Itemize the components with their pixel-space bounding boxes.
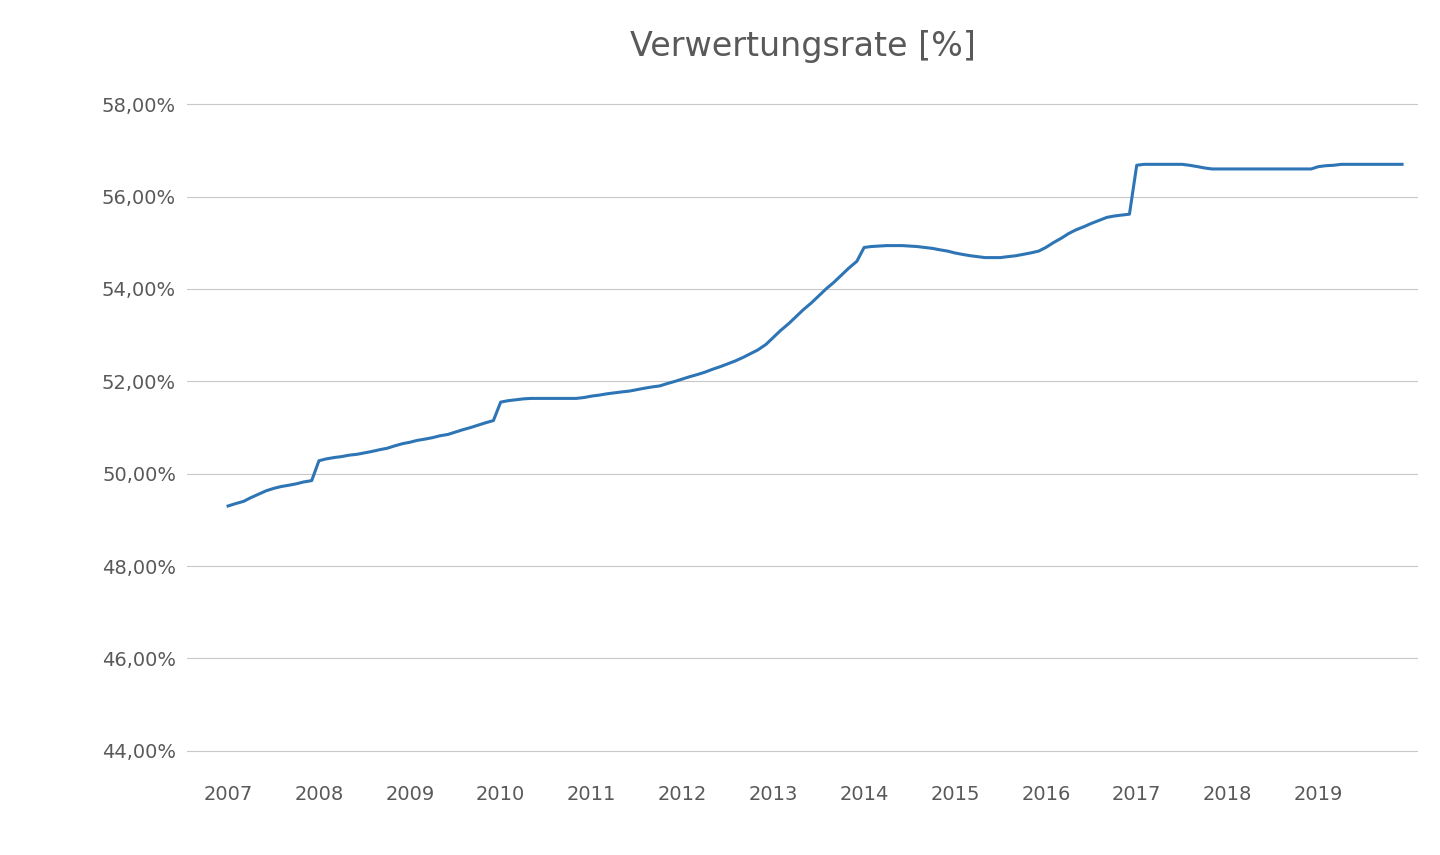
Title: Verwertungsrate [%]: Verwertungsrate [%] [629,30,976,63]
